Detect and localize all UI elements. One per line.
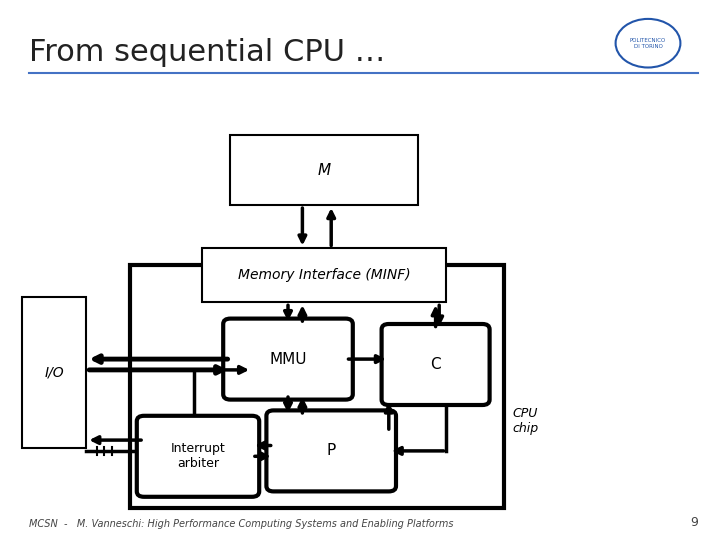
Text: From sequential CPU …: From sequential CPU … xyxy=(29,38,385,67)
FancyBboxPatch shape xyxy=(382,324,490,405)
FancyBboxPatch shape xyxy=(266,410,396,491)
Text: MMU: MMU xyxy=(269,352,307,367)
Text: 9: 9 xyxy=(690,516,698,529)
Text: MCSN  -   M. Vanneschi: High Performance Computing Systems and Enabling Platform: MCSN - M. Vanneschi: High Performance Co… xyxy=(29,519,454,529)
Text: M: M xyxy=(318,163,330,178)
Text: CPU
chip: CPU chip xyxy=(513,407,539,435)
Text: C: C xyxy=(431,357,441,372)
Bar xyxy=(230,135,418,205)
Bar xyxy=(130,265,504,508)
Text: Memory Interface (MINF): Memory Interface (MINF) xyxy=(238,268,410,282)
Text: I/O: I/O xyxy=(44,366,64,380)
FancyBboxPatch shape xyxy=(223,319,353,400)
Text: P: P xyxy=(327,443,336,458)
Bar xyxy=(22,297,86,448)
Text: POLITECNICO
DI TORINO: POLITECNICO DI TORINO xyxy=(630,38,666,49)
Text: Interrupt
arbiter: Interrupt arbiter xyxy=(171,442,225,470)
Bar xyxy=(202,248,446,302)
FancyBboxPatch shape xyxy=(137,416,259,497)
